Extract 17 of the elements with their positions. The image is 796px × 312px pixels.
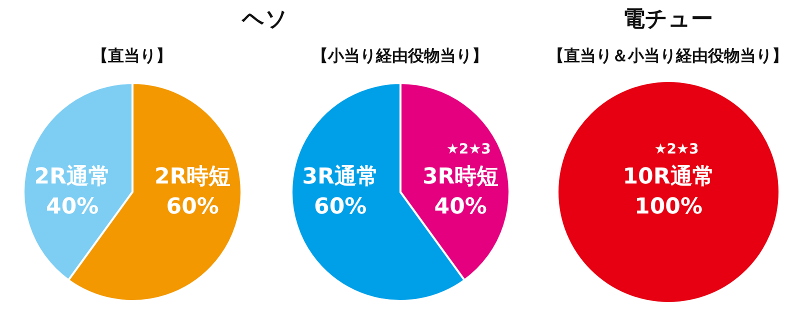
text: ★2★3 (654, 142, 699, 158)
chart-subtitle: 【直当り＆小当り経由役物当り】 (548, 46, 788, 67)
chart-subtitle: 【小当り経由役物当り】 (312, 46, 488, 67)
slice-label: 2R時短 (154, 164, 231, 190)
data-label: 40% (46, 194, 99, 220)
slice-label: 3R時短 (422, 164, 499, 190)
chart-title: 電チュー (623, 6, 713, 34)
data-label: 100% (634, 194, 702, 220)
data-label: 40% (434, 194, 487, 220)
chart-subtitle: 【直当り】 (92, 46, 172, 67)
slice-label: 10R通常 (622, 164, 714, 190)
data-label: 60% (314, 194, 367, 220)
slice-label: 2R通常 (34, 164, 110, 190)
chart-title: ヘソ (242, 6, 288, 34)
data-label: 60% (166, 194, 219, 220)
slice-label: 3R通常 (302, 164, 378, 190)
text: ★2★3 (446, 142, 491, 158)
